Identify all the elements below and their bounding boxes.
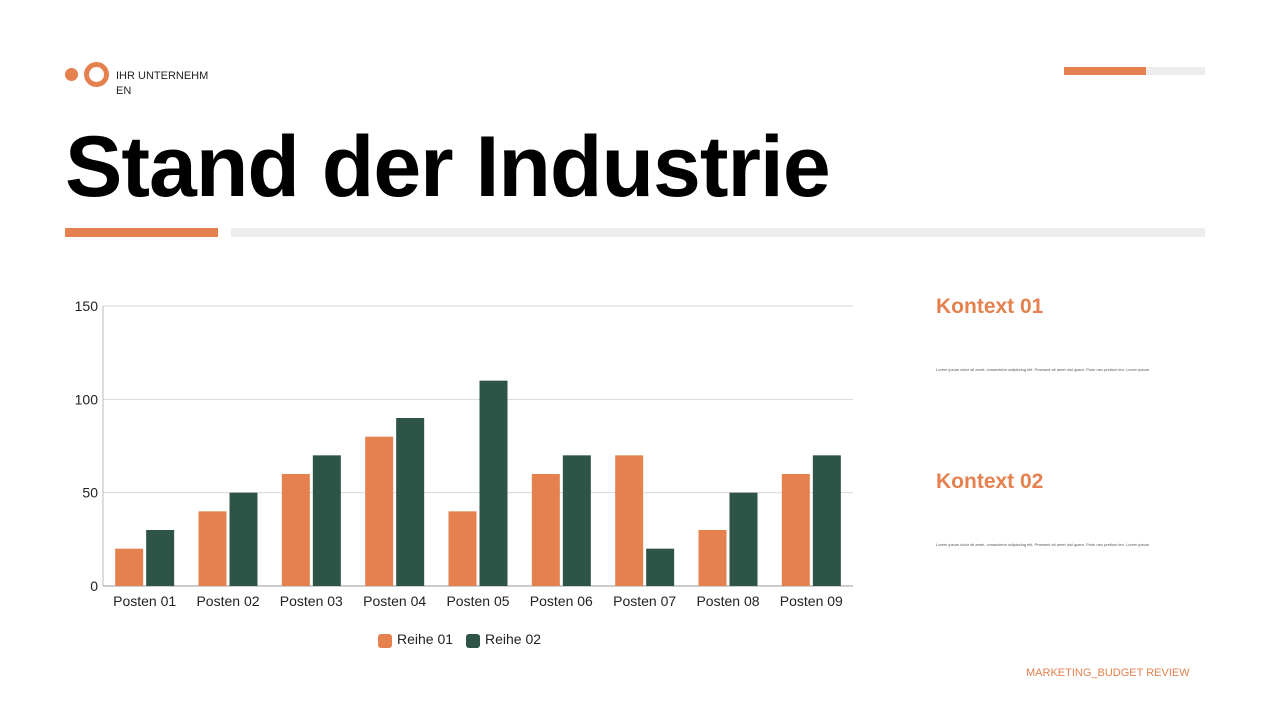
logo-dot <box>65 68 78 81</box>
gray-divider <box>231 228 1205 237</box>
bar-1 <box>448 511 477 586</box>
y-tick-label: 100 <box>75 391 99 407</box>
logo-ring <box>84 62 109 87</box>
bar-2 <box>229 492 258 586</box>
x-tick-label: Posten 09 <box>780 593 843 609</box>
legend-label: Reihe 01 <box>397 631 453 647</box>
x-tick-label: Posten 08 <box>696 593 759 609</box>
bar-2 <box>146 530 175 586</box>
bar-1 <box>531 474 560 586</box>
y-tick-label: 50 <box>82 485 98 501</box>
bar-1 <box>615 455 644 586</box>
bar-2 <box>479 380 508 586</box>
footer-label: MARKETING_BUDGET REVIEW <box>1026 667 1190 679</box>
context-text-1: Lorem ipsum dolor sit amet, consectetur … <box>936 367 1150 372</box>
legend-swatch <box>378 634 392 648</box>
accent-divider <box>65 228 218 237</box>
bar-1 <box>198 511 227 586</box>
y-tick-label: 150 <box>75 298 99 314</box>
bar-2 <box>312 455 341 586</box>
x-tick-label: Posten 05 <box>446 593 509 609</box>
bar-1 <box>365 436 394 586</box>
bar-2 <box>396 418 425 586</box>
x-tick-label: Posten 03 <box>280 593 343 609</box>
context-title-1: Kontext 01 <box>936 295 1044 318</box>
legend-swatch <box>466 634 480 648</box>
x-tick-label: Posten 04 <box>363 593 426 609</box>
x-tick-label: Posten 02 <box>196 593 259 609</box>
page-title: Stand der Industrie <box>65 119 831 215</box>
bar-2 <box>646 548 675 586</box>
x-tick-label: Posten 07 <box>613 593 676 609</box>
bar-1 <box>698 530 727 586</box>
context-text-2: Lorem ipsum dolor sit amet, consectetur … <box>936 542 1150 547</box>
bar-1 <box>115 548 144 586</box>
bar-1 <box>781 474 810 586</box>
bar-2 <box>562 455 591 586</box>
company-name: IHR UNTERNEHMEN <box>116 70 209 97</box>
context-title-2: Kontext 02 <box>936 470 1044 493</box>
bar-2 <box>812 455 841 586</box>
legend-label: Reihe 02 <box>485 631 541 647</box>
progress-fill <box>1064 67 1146 75</box>
y-tick-label: 0 <box>90 578 98 594</box>
x-tick-label: Posten 06 <box>530 593 593 609</box>
x-tick-label: Posten 01 <box>113 593 176 609</box>
bar-2 <box>729 492 758 586</box>
bar-1 <box>281 474 310 586</box>
